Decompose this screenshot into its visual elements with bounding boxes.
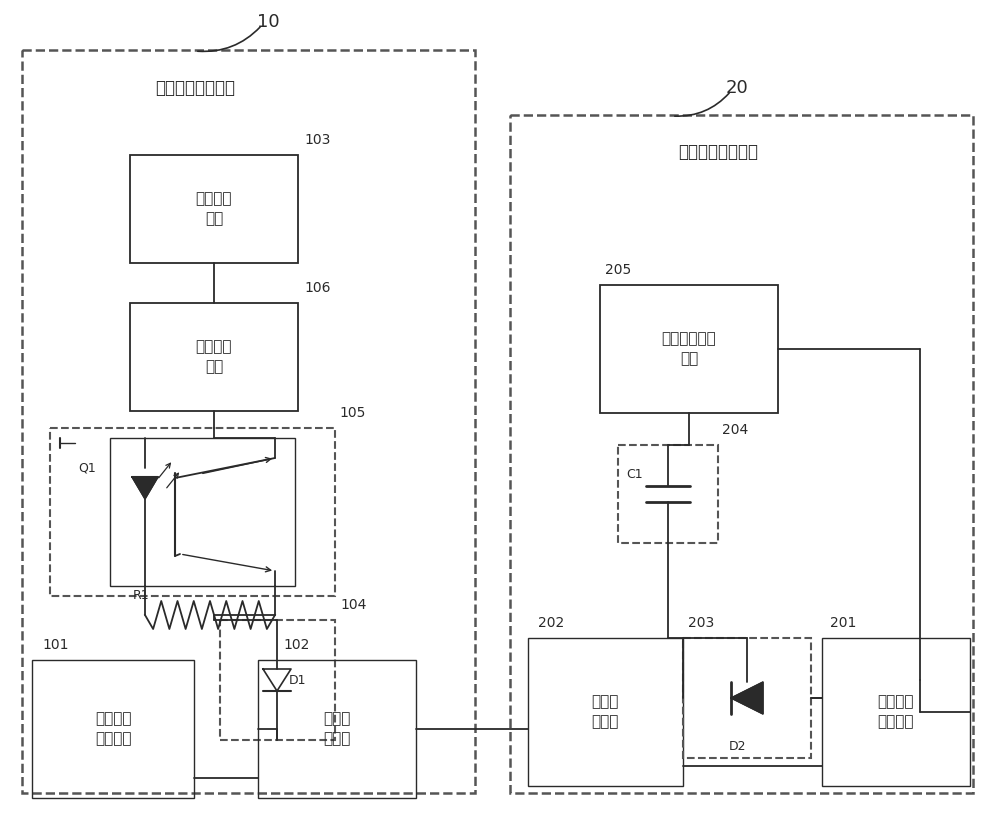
Bar — [600, 285, 778, 413]
Text: 202: 202 — [538, 616, 564, 630]
Bar — [510, 115, 973, 793]
Text: 电源等级识别电路: 电源等级识别电路 — [155, 79, 235, 97]
Text: 20: 20 — [726, 79, 748, 97]
Bar — [528, 638, 683, 786]
Text: 101: 101 — [42, 638, 68, 652]
Bar — [130, 303, 298, 411]
Text: 205: 205 — [605, 263, 631, 277]
Text: 203: 203 — [688, 616, 714, 630]
Polygon shape — [731, 682, 763, 714]
Bar — [110, 438, 295, 586]
Bar — [32, 660, 194, 798]
Text: 103: 103 — [304, 133, 330, 147]
Bar — [618, 445, 718, 543]
Bar — [130, 155, 298, 263]
Text: 201: 201 — [830, 616, 856, 630]
Text: D1: D1 — [289, 673, 306, 686]
Bar — [220, 620, 335, 740]
Text: 第一电
源接口: 第一电 源接口 — [323, 712, 351, 746]
Text: 信号等级编码
单元: 信号等级编码 单元 — [662, 331, 716, 367]
Text: 第二电压
转换单元: 第二电压 转换单元 — [878, 695, 914, 729]
Text: D2: D2 — [728, 740, 746, 752]
Text: 106: 106 — [304, 281, 330, 295]
Text: 102: 102 — [283, 638, 309, 652]
Bar — [822, 638, 970, 786]
Bar — [683, 638, 811, 758]
Text: 第一电压
转换单元: 第一电压 转换单元 — [95, 712, 131, 746]
Text: 104: 104 — [340, 598, 366, 612]
Text: C1: C1 — [626, 468, 643, 481]
Text: 10: 10 — [257, 13, 279, 31]
Bar — [22, 50, 475, 793]
Text: 数据中转
单元: 数据中转 单元 — [196, 339, 232, 374]
Text: 第二电
源接口: 第二电 源接口 — [591, 695, 619, 729]
Text: 数据处理
单元: 数据处理 单元 — [196, 192, 232, 226]
Text: 105: 105 — [339, 406, 365, 420]
Polygon shape — [132, 477, 158, 499]
Bar — [258, 660, 416, 798]
Text: Q1: Q1 — [78, 461, 96, 474]
Text: R1: R1 — [133, 589, 150, 602]
Text: 204: 204 — [722, 423, 748, 437]
Text: 电源等级标示电路: 电源等级标示电路 — [678, 143, 758, 161]
Bar — [50, 428, 335, 596]
